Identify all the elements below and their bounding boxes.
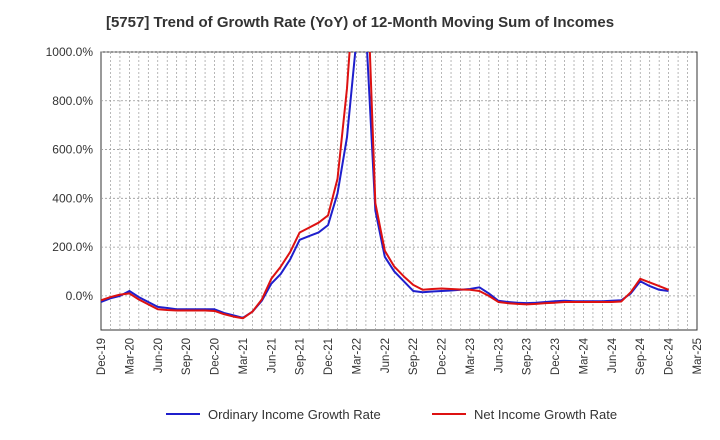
x-tick-label: Sep-20 bbox=[181, 338, 193, 375]
y-tick-label: 800.0% bbox=[52, 94, 93, 108]
y-tick-label: 200.0% bbox=[52, 240, 93, 254]
x-tick-label: Sep-24 bbox=[635, 337, 647, 375]
y-axis: 0.0% 200.0% 400.0% 600.0% 800.0% 1000.0% bbox=[46, 45, 94, 303]
x-tick-label: Mar-24 bbox=[578, 337, 590, 374]
x-tick-label: Sep-22 bbox=[408, 338, 420, 375]
plot-frame bbox=[100, 51, 698, 331]
y-tick-label: 1000.0% bbox=[46, 45, 94, 59]
x-tick-label: Dec-19 bbox=[96, 338, 108, 375]
x-tick-label: Mar-22 bbox=[351, 338, 363, 374]
plot-area bbox=[101, 52, 669, 320]
y-tick-label: 400.0% bbox=[52, 191, 93, 205]
x-tick-label: Mar-25 bbox=[692, 338, 704, 374]
x-tick-label: Sep-23 bbox=[522, 338, 534, 375]
x-tick-label: Sep-21 bbox=[295, 338, 307, 375]
x-tick-label: Dec-21 bbox=[323, 338, 335, 375]
series-line-net-income bbox=[101, 52, 669, 320]
x-tick-label: Jun-24 bbox=[607, 337, 619, 373]
legend-label: Ordinary Income Growth Rate bbox=[208, 407, 381, 422]
y-tick-label: 0.0% bbox=[66, 289, 94, 303]
legend: Ordinary Income Growth Rate Net Income Gr… bbox=[166, 407, 617, 422]
legend-label: Net Income Growth Rate bbox=[474, 407, 617, 422]
chart-title: [5757] Trend of Growth Rate (YoY) of 12-… bbox=[105, 14, 615, 31]
x-tick-label: Mar-23 bbox=[465, 338, 477, 374]
x-tick-label: Jun-23 bbox=[493, 338, 505, 373]
x-tick-label: Dec-24 bbox=[664, 337, 676, 375]
x-tick-label: Mar-21 bbox=[238, 338, 250, 374]
x-axis: Dec-19 Mar-20 Jun-20 Sep-20 Dec-20 Mar-21 Jun-… bbox=[96, 337, 704, 375]
y-tick-label: 600.0% bbox=[52, 143, 93, 157]
x-tick-label: Jun-22 bbox=[380, 338, 392, 373]
x-tick-label: Dec-23 bbox=[550, 338, 562, 375]
x-tick-label: Dec-20 bbox=[210, 338, 222, 375]
x-tick-label: Mar-20 bbox=[124, 338, 136, 374]
x-tick-label: Jun-21 bbox=[266, 338, 278, 373]
x-tick-label: Dec-22 bbox=[437, 338, 449, 375]
x-tick-label: Jun-20 bbox=[153, 338, 165, 373]
grid-lines bbox=[100, 51, 698, 331]
